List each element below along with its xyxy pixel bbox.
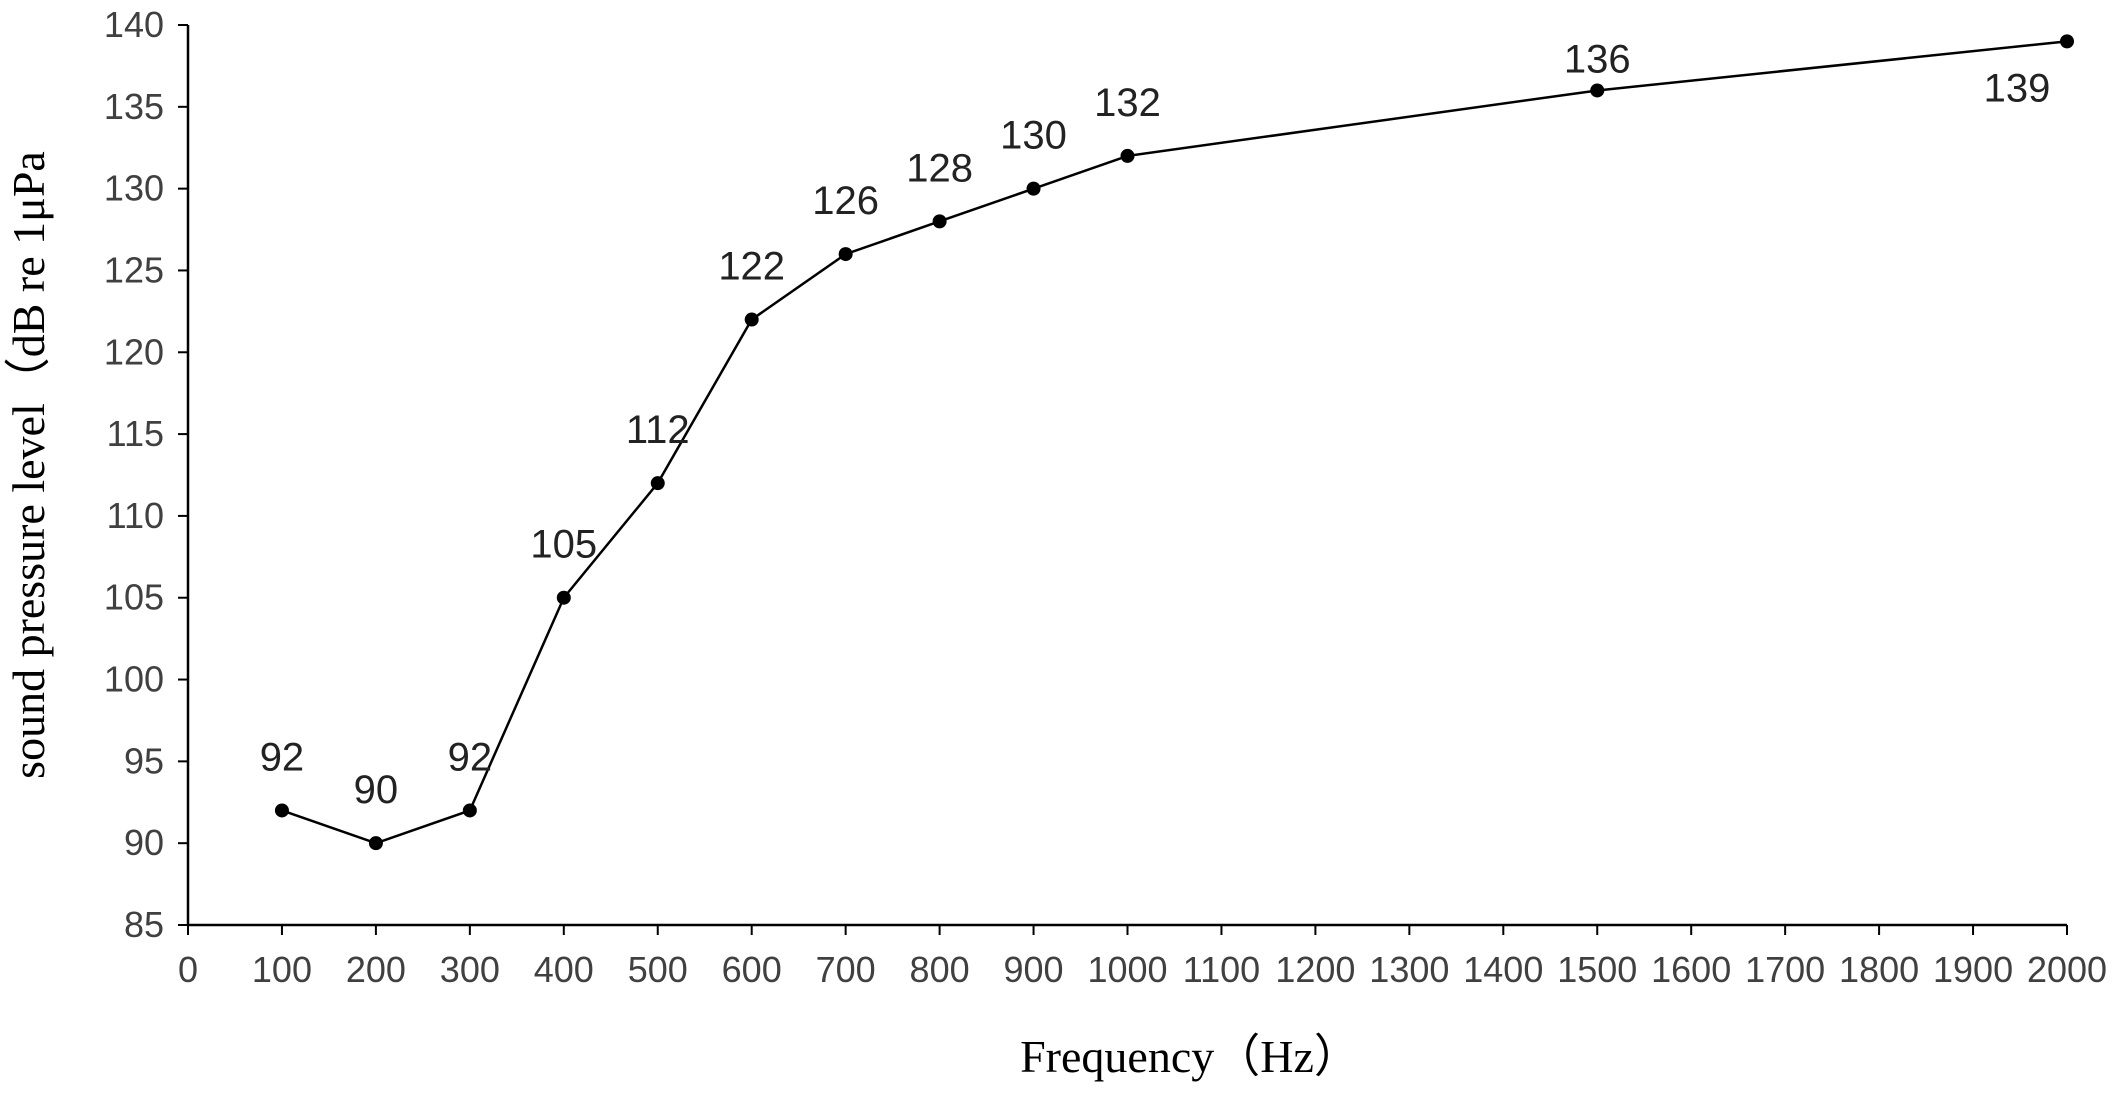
x-tick-label: 500 (628, 949, 688, 990)
data-label: 122 (718, 245, 785, 289)
x-tick-label: 1200 (1275, 949, 1355, 990)
y-tick-label: 140 (104, 4, 164, 45)
data-point (1026, 181, 1041, 196)
x-tick-label: 600 (722, 949, 782, 990)
data-point (274, 803, 289, 818)
ticks: 0 100 200 300 400 500 600 700 800 900 1000 1100 1200… (104, 4, 2107, 990)
y-tick-label: 135 (104, 86, 164, 127)
y-tick-label: 85 (124, 904, 164, 945)
data-point (2060, 34, 2074, 49)
data-point (744, 312, 759, 327)
x-tick-label: 1800 (1839, 949, 1919, 990)
data-label: 130 (1000, 114, 1067, 158)
y-tick-label: 115 (107, 413, 164, 454)
x-tick-label: 0 (178, 949, 198, 990)
y-tick-label: 110 (107, 495, 164, 536)
series-line (281, 40, 2068, 845)
y-tick-label: 90 (124, 822, 164, 863)
x-tick-label: 300 (440, 949, 500, 990)
x-tick-label: 1400 (1463, 949, 1543, 990)
data-label: 92 (448, 735, 493, 779)
x-tick-label: 1900 (1933, 949, 2013, 990)
x-tick-label: 2000 (2027, 949, 2107, 990)
data-point (932, 214, 947, 229)
data-label: 126 (812, 179, 879, 223)
x-tick-label: 1700 (1745, 949, 1825, 990)
y-axis-title: sound pressure level（dB re 1μPa (3, 151, 54, 779)
data-label: 92 (260, 735, 305, 779)
data-label: 132 (1094, 81, 1161, 125)
data-labels: 92 90 92 105 112 122 126 128 130 132 136 139 (260, 37, 2051, 812)
data-point (1590, 83, 1605, 98)
y-tick-label: 105 (104, 577, 164, 618)
data-label: 105 (530, 523, 597, 567)
data-label: 139 (1984, 66, 2051, 110)
y-tick-label: 95 (124, 740, 164, 781)
data-point (650, 476, 665, 491)
x-tick-label: 900 (1004, 949, 1064, 990)
y-tick-label: 125 (104, 249, 164, 290)
x-tick-label: 1300 (1369, 949, 1449, 990)
data-label: 90 (354, 768, 399, 812)
data-label: 136 (1564, 37, 1631, 81)
x-tick-label: 400 (534, 949, 594, 990)
data-point (462, 803, 477, 818)
x-tick-label: 1500 (1557, 949, 1637, 990)
data-label: 128 (906, 146, 973, 190)
x-tick-label: 1600 (1651, 949, 1731, 990)
y-tick-label: 100 (104, 659, 164, 700)
data-point (838, 247, 853, 262)
x-tick-label: 100 (252, 949, 312, 990)
x-tick-label: 200 (346, 949, 406, 990)
x-tick-label: 1100 (1183, 949, 1260, 990)
y-tick-label: 120 (104, 331, 164, 372)
x-axis-title: Frequency（Hz） (1020, 1031, 1360, 1082)
x-tick-label: 1000 (1087, 949, 1167, 990)
x-tick-label: 800 (910, 949, 970, 990)
y-tick-label: 130 (104, 168, 164, 209)
data-point (556, 590, 571, 605)
data-point (1120, 148, 1135, 163)
x-tick-label: 700 (816, 949, 876, 990)
series (274, 34, 2074, 851)
data-point (368, 836, 383, 851)
data-label: 112 (626, 408, 690, 452)
